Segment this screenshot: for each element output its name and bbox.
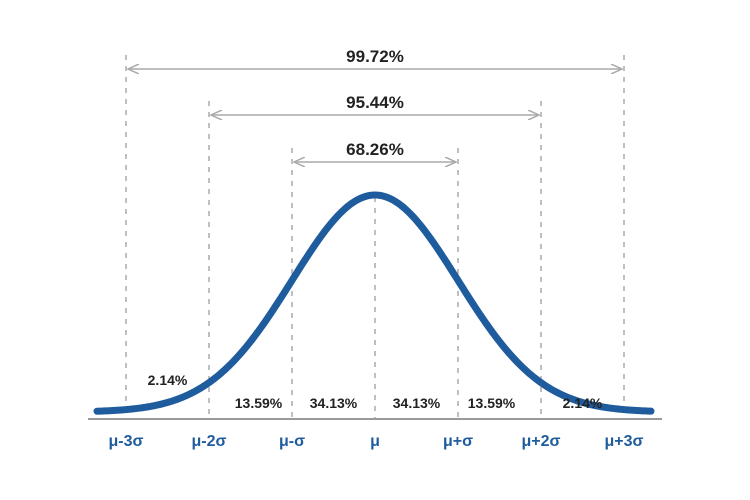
axis-tick-label: μ+3σ [605, 433, 644, 450]
axis-tick-label: μ-3σ [109, 433, 144, 450]
span-label: 99.72% [346, 47, 404, 66]
span-label: 68.26% [346, 140, 404, 159]
axis-tick-label: μ [370, 433, 380, 450]
region-percent-label: 13.59% [235, 395, 283, 411]
region-percent-label: 13.59% [468, 395, 516, 411]
span-label: 95.44% [346, 93, 404, 112]
region-percent-label: 2.14% [563, 395, 603, 411]
region-percent-label: 34.13% [310, 395, 358, 411]
region-percent-label: 34.13% [393, 395, 441, 411]
axis-tick-label: μ-σ [279, 433, 305, 450]
axis-tick-label: μ-2σ [192, 433, 227, 450]
axis-tick-label: μ+2σ [522, 433, 561, 450]
region-percent-label: 2.14% [148, 372, 188, 388]
bell-curve [93, 191, 655, 415]
axis-tick-label: μ+σ [443, 433, 473, 450]
